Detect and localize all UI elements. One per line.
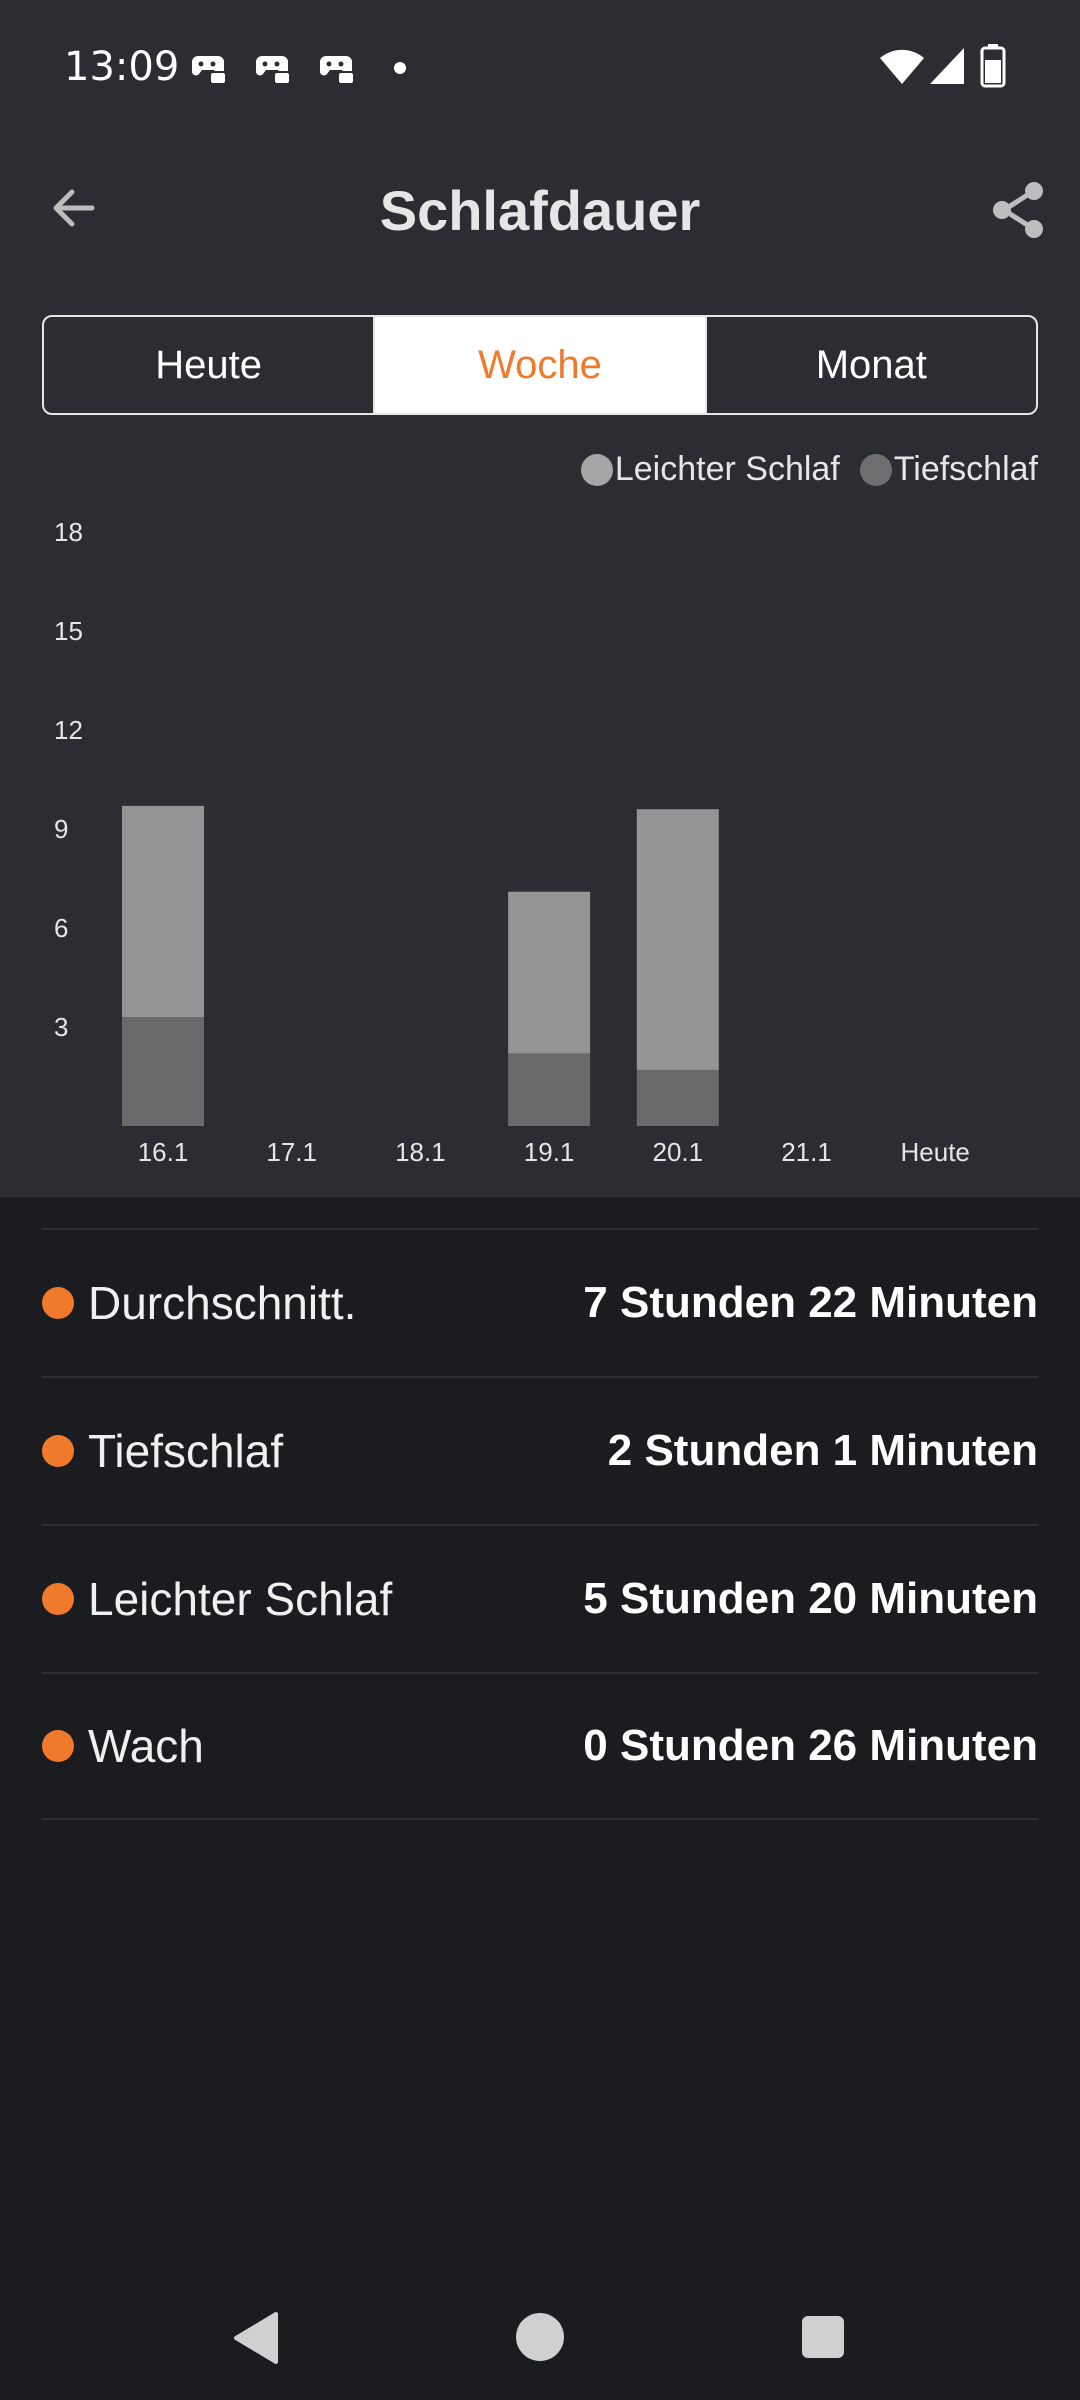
stat-row-average: Durchschnitt. 7 Stunden 22 Minuten bbox=[42, 1228, 1038, 1376]
game-controller-chat-icon bbox=[192, 56, 227, 85]
stat-value: 0 Stunden 26 Minuten bbox=[583, 1721, 1038, 1770]
tab-woche[interactable]: Woche bbox=[375, 317, 707, 413]
y-tick-label: 12 bbox=[54, 715, 83, 745]
back-arrow-icon[interactable] bbox=[46, 180, 102, 236]
y-tick-label: 6 bbox=[54, 913, 68, 943]
more-notifications-dot bbox=[394, 62, 406, 74]
stat-label: Leichter Schlaf bbox=[88, 1573, 393, 1625]
legend-label-deep: Tiefschlaf bbox=[893, 450, 1038, 488]
bar-light-sleep-20.1[interactable] bbox=[636, 809, 719, 1070]
stat-row-deep-sleep: Tiefschlaf 2 Stunden 1 Minuten bbox=[42, 1376, 1038, 1524]
x-tick-label: 18.1 bbox=[395, 1137, 446, 1167]
y-tick-label: 3 bbox=[54, 1012, 68, 1042]
tab-heute[interactable]: Heute bbox=[44, 317, 376, 413]
stat-dot bbox=[42, 1583, 74, 1615]
legend-item-light: Leichter Schlaf bbox=[580, 450, 840, 489]
stat-dot bbox=[42, 1287, 74, 1319]
tab-monat[interactable]: Monat bbox=[815, 342, 927, 387]
page-title: Schlafdauer bbox=[379, 179, 701, 242]
chart-legend: Leichter Schlaf Tiefschlaf bbox=[561, 450, 1038, 489]
y-tick-label: 18 bbox=[54, 517, 83, 547]
status-time: 13:09 bbox=[64, 44, 180, 90]
legend-item-deep: Tiefschlaf bbox=[859, 450, 1038, 489]
y-tick-label: 15 bbox=[54, 616, 83, 646]
sleep-duration-chart: 3 6 9 12 15 18 16.1 17.1 18.1 19.1 20.1 21.1 Heute bbox=[54, 517, 970, 1167]
wifi-icon bbox=[880, 49, 924, 84]
stat-dot bbox=[42, 1435, 74, 1467]
bar-deep-sleep-16.1[interactable] bbox=[122, 1017, 204, 1126]
x-tick-label: 17.1 bbox=[266, 1137, 317, 1167]
bar-deep-sleep-20.1[interactable] bbox=[636, 1069, 719, 1126]
stats-list: Durchschnitt. 7 Stunden 22 Minuten Tiefs… bbox=[42, 1228, 1038, 1820]
stat-value: 2 Stunden 1 Minuten bbox=[607, 1426, 1038, 1475]
x-tick-label: 20.1 bbox=[652, 1137, 703, 1167]
y-tick-label: 9 bbox=[54, 814, 68, 844]
bar-light-sleep-16.1[interactable] bbox=[122, 805, 204, 1018]
battery-icon bbox=[980, 44, 1006, 88]
legend-label-light: Leichter Schlaf bbox=[614, 450, 840, 488]
share-icon[interactable] bbox=[988, 180, 1048, 240]
legend-dot-light bbox=[580, 453, 613, 486]
legend-dot-deep bbox=[859, 453, 892, 486]
game-controller-chat-icon bbox=[256, 56, 291, 85]
game-controller-chat-icon bbox=[320, 56, 355, 85]
nav-back-icon[interactable] bbox=[230, 2310, 280, 2366]
stat-value: 7 Stunden 22 Minuten bbox=[583, 1278, 1038, 1327]
bar-deep-sleep-19.1[interactable] bbox=[508, 1053, 591, 1126]
stat-dot bbox=[42, 1730, 74, 1762]
stat-label: Wach bbox=[88, 1720, 204, 1772]
x-tick-label: 19.1 bbox=[524, 1137, 575, 1167]
x-tick-label: 21.1 bbox=[781, 1137, 832, 1167]
stat-value: 5 Stunden 20 Minuten bbox=[583, 1574, 1038, 1623]
x-tick-label: 16.1 bbox=[138, 1137, 189, 1167]
stat-label: Tiefschlaf bbox=[88, 1425, 284, 1477]
signal-icon bbox=[930, 48, 964, 84]
nav-home-icon[interactable] bbox=[516, 2313, 564, 2361]
bar-light-sleep-19.1[interactable] bbox=[508, 891, 591, 1054]
nav-recents-icon[interactable] bbox=[802, 2316, 844, 2358]
stat-row-light-sleep: Leichter Schlaf 5 Stunden 20 Minuten bbox=[42, 1524, 1038, 1672]
stat-label: Durchschnitt. bbox=[88, 1277, 357, 1329]
stat-row-awake: Wach 0 Stunden 26 Minuten bbox=[42, 1672, 1038, 1820]
x-tick-label: Heute bbox=[901, 1137, 970, 1167]
status-bar: 13:09 bbox=[0, 0, 1080, 140]
period-tabs: Heute Woche Monat bbox=[42, 315, 1038, 415]
